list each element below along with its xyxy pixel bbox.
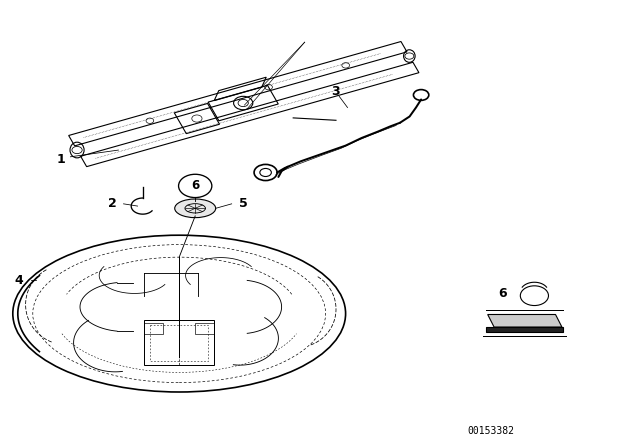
Text: 00153382: 00153382 [467,426,514,436]
Polygon shape [488,314,562,327]
Text: 5: 5 [239,197,248,211]
Text: 3: 3 [332,85,340,99]
Circle shape [179,174,212,198]
Ellipse shape [175,199,216,218]
Text: 6: 6 [191,179,199,193]
Text: 1: 1 [56,152,65,166]
Text: 4: 4 [15,273,24,287]
Polygon shape [486,327,563,332]
Text: 2: 2 [108,197,116,211]
Text: 6: 6 [498,287,507,300]
